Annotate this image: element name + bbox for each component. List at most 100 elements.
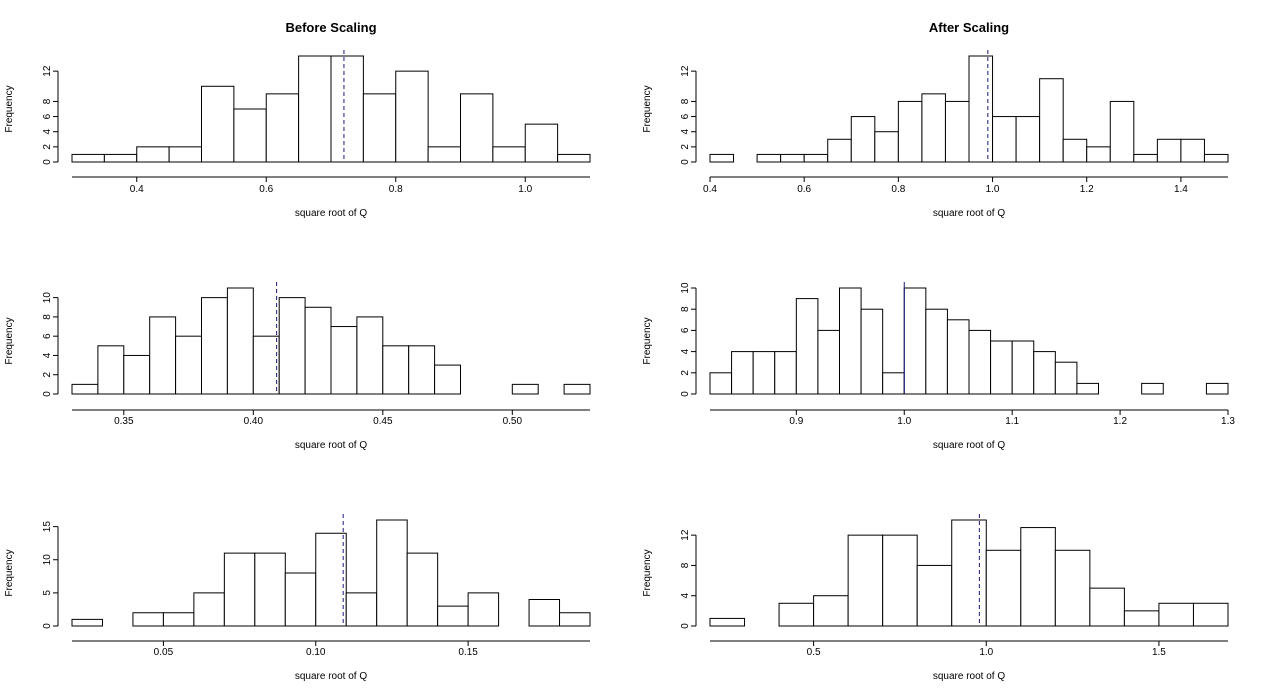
histogram-bar — [921, 93, 946, 163]
histogram-bar — [201, 85, 235, 163]
y-tick-label: 4 — [42, 352, 53, 358]
x-tick-label: 0.50 — [503, 416, 523, 427]
histogram-bar — [944, 100, 970, 163]
histogram-bar — [903, 287, 927, 395]
panel-before-row3: 0.05 0.10 0.15 0 5 10 15 square root of Q Freque… — [4, 514, 591, 682]
histogram-bar — [850, 116, 876, 163]
histogram-bar — [874, 131, 899, 163]
column-title-after: After Scaling — [929, 20, 1009, 35]
x-tick-label: 1.3 — [1221, 416, 1235, 427]
histogram-bar — [395, 70, 429, 163]
y-tick-label: 2 — [680, 370, 691, 376]
y-tick-label: 0 — [680, 623, 691, 629]
x-tick-label: 0.5 — [807, 647, 821, 658]
x-tick-label: 1.0 — [897, 416, 911, 427]
histogram-bar — [492, 146, 526, 163]
histogram-bar — [1086, 146, 1111, 163]
histogram-bar — [362, 93, 397, 163]
histogram-bar — [97, 345, 125, 395]
histogram-bar — [992, 116, 1017, 163]
y-axis-title: Frequency — [4, 317, 15, 364]
histogram-bar — [968, 329, 992, 395]
histogram-bar — [284, 572, 317, 627]
y-tick-label: 0 — [680, 391, 691, 397]
histogram-bar — [946, 319, 970, 395]
histogram-bar — [511, 383, 539, 395]
y-tick-label: 12 — [680, 529, 691, 541]
histogram-bar — [847, 534, 884, 627]
histogram-bar — [437, 605, 469, 627]
histogram-bar — [563, 383, 591, 395]
y-tick-label: 10 — [680, 282, 691, 294]
histogram-bar — [1089, 587, 1125, 627]
panel-after-row2: 0.9 1.0 1.1 1.2 1.3 0 2 4 6 8 10 square root of Q Fr… — [642, 282, 1235, 451]
histogram-bar — [1054, 361, 1078, 395]
histogram-bar — [1020, 527, 1056, 627]
histogram-bar — [1109, 100, 1135, 163]
x-axis-title: square root of Q — [295, 671, 367, 682]
x-tick-label: 1.4 — [1174, 184, 1188, 195]
histogram-bar — [1011, 340, 1035, 395]
histogram-bar — [376, 519, 408, 627]
y-tick-label: 5 — [42, 590, 53, 596]
histogram-bar — [803, 153, 829, 163]
histogram-bar — [774, 351, 797, 395]
histogram-bar — [990, 340, 1013, 395]
y-tick-label: 8 — [680, 562, 691, 568]
y-axis-title: Frequency — [642, 317, 653, 364]
y-axis-title: Frequency — [642, 85, 653, 132]
histogram-bar — [382, 345, 410, 395]
x-axis-title: square root of Q — [933, 208, 1005, 219]
histogram-bar — [925, 308, 948, 395]
y-tick-label: 15 — [42, 521, 53, 533]
y-tick-label: 12 — [42, 65, 53, 77]
histogram-bar — [1158, 602, 1194, 627]
histogram-bar — [434, 364, 462, 395]
histogram-bar — [780, 153, 805, 163]
x-tick-label: 0.4 — [130, 184, 144, 195]
histogram-bar — [985, 549, 1022, 627]
histogram-bar — [1033, 351, 1056, 395]
histogram-bar — [71, 153, 105, 163]
histogram-bar — [460, 93, 494, 163]
histogram-bar — [524, 123, 559, 163]
x-tick-label: 1.0 — [986, 184, 1000, 195]
histogram-bar — [233, 108, 267, 163]
histogram-bar — [103, 153, 138, 163]
panel-before-row1: 0.4 0.6 0.8 1.0 0 2 4 6 8 12 square root of Q Frequ… — [4, 50, 591, 219]
histogram-bar — [226, 287, 254, 395]
x-tick-label: 0.8 — [891, 184, 905, 195]
y-tick-label: 6 — [680, 113, 691, 119]
histogram-bar — [1203, 153, 1229, 163]
histogram-bar — [265, 93, 300, 163]
y-tick-label: 8 — [42, 314, 53, 320]
y-axis-title: Frequency — [4, 85, 15, 132]
histogram-bar — [149, 316, 177, 395]
histogram-bar — [330, 55, 364, 163]
histogram-bar — [136, 146, 170, 163]
y-tick-label: 4 — [680, 128, 691, 134]
y-axis-title: Frequency — [642, 549, 653, 596]
y-tick-label: 6 — [680, 327, 691, 333]
histogram-bar — [1054, 549, 1091, 627]
y-tick-label: 10 — [42, 292, 53, 304]
histogram-bar — [71, 618, 103, 627]
y-tick-label: 2 — [680, 144, 691, 150]
histogram-bar — [839, 287, 862, 395]
histogram-bar — [132, 612, 164, 627]
x-tick-label: 1.2 — [1113, 416, 1127, 427]
y-tick-label: 2 — [42, 372, 53, 378]
histogram-bar — [778, 602, 815, 627]
histogram-bar — [193, 592, 225, 627]
histogram-bar — [345, 592, 378, 627]
histogram-bar — [882, 372, 905, 395]
histogram-bar — [330, 326, 358, 395]
histogram-bar — [1180, 138, 1205, 163]
histogram-bar — [71, 383, 99, 395]
histogram-bar — [304, 306, 332, 395]
histogram-bar — [1062, 138, 1088, 163]
y-tick-label: 8 — [42, 98, 53, 104]
y-tick-label: 2 — [42, 144, 53, 150]
histogram-bar — [1205, 382, 1229, 395]
